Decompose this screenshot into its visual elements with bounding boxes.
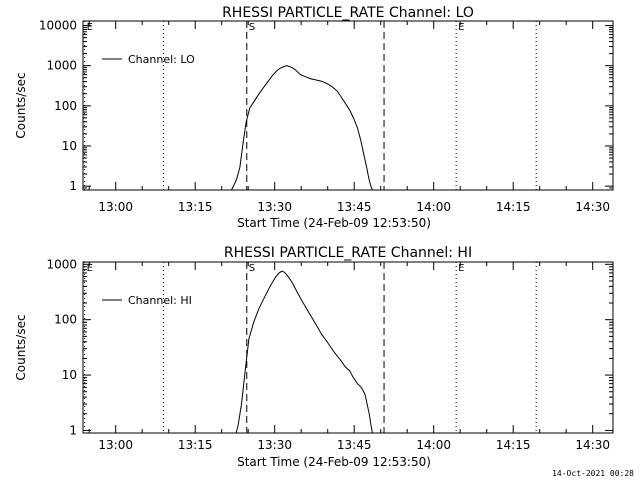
y-tick-label: 1 [69,179,77,193]
y-tick-label: 1 [69,423,77,437]
series-line [235,270,373,434]
y-tick-label: 10 [62,139,77,153]
plot-frame [82,20,614,191]
y-tick-label: 10000 [39,19,77,33]
x-tick-label: 13:00 [98,200,133,214]
y-tick-label: 1000 [46,257,77,271]
event-marker-label: E [87,22,93,33]
x-tick-label: 13:45 [337,438,372,452]
x-tick-label: 14:30 [575,200,610,214]
x-tick-label: 14:30 [575,438,610,452]
chart-title: RHESSI PARTICLE_RATE Channel: LO [222,5,474,21]
event-marker-label: E [87,263,93,274]
x-tick-label: 14:00 [416,200,451,214]
timestamp-footer: 14-Oct-2021 00:28 [552,469,634,478]
event-marker-label: S [249,263,255,274]
legend-label: Channel: HI [128,294,192,307]
x-tick-label: 14:15 [496,438,531,452]
y-tick-label: 100 [54,313,77,327]
x-tick-label: 13:30 [257,438,292,452]
x-tick-label: 14:00 [416,438,451,452]
event-marker-label: E [458,22,464,33]
y-tick-label: 1000 [46,59,77,73]
x-tick-label: 13:15 [178,200,213,214]
chart-panel-1: RHESSI PARTICLE_RATE Channel: LO Counts/s… [14,5,614,230]
series-line [230,65,373,191]
y-axis-label: Counts/sec [14,314,28,380]
x-tick-label: 13:00 [98,438,133,452]
event-marker-label: E [458,263,464,274]
y-tick-label: 10 [62,368,77,382]
chart-title: RHESSI PARTICLE_RATE Channel: HI [224,245,472,261]
event-marker-label: S [249,22,255,33]
x-tick-label: 13:45 [337,200,372,214]
y-axis-label: Counts/sec [14,72,28,138]
chart-panel-2: RHESSI PARTICLE_RATE Channel: HI Counts/s… [14,245,614,469]
x-axis-label: Start Time (24-Feb-09 12:53:50) [237,216,431,230]
legend-label: Channel: LO [128,53,195,66]
x-tick-label: 13:15 [178,438,213,452]
x-tick-label: 14:15 [496,200,531,214]
x-axis-label: Start Time (24-Feb-09 12:53:50) [237,455,431,469]
plot-frame [82,261,614,434]
y-tick-label: 100 [54,99,77,113]
x-tick-label: 13:30 [257,200,292,214]
